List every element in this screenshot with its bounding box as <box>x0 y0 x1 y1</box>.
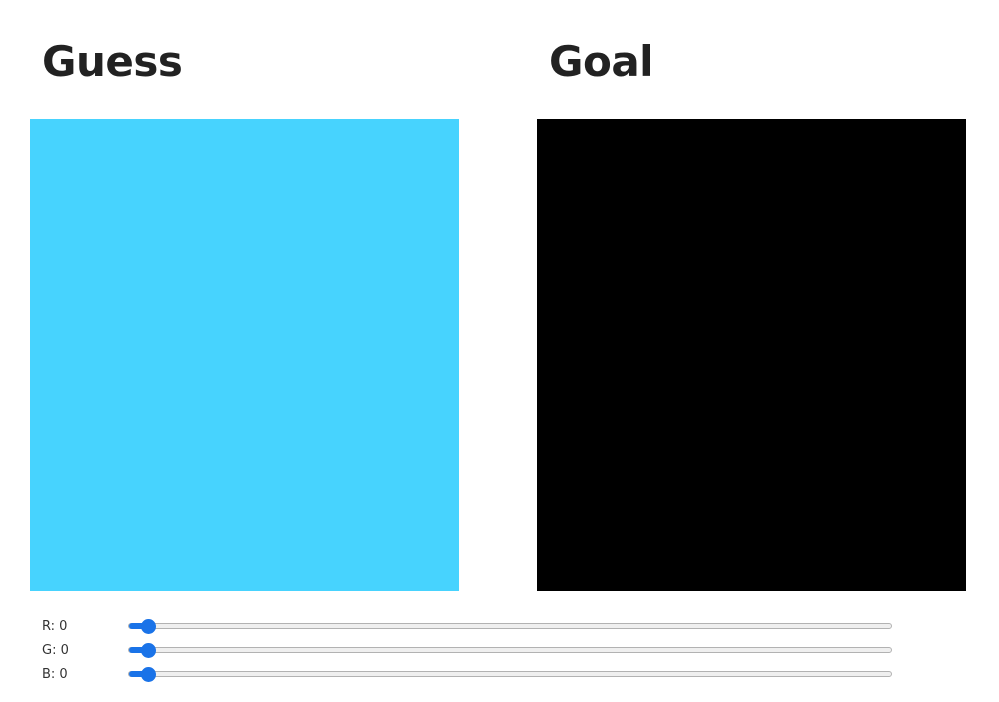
red-slider-label: R: 0 <box>42 619 68 634</box>
blue-slider-fill <box>129 671 148 677</box>
green-slider-row: G: 0 <box>42 642 894 662</box>
goal-title: Goal <box>549 37 654 86</box>
blue-slider-row: B: 0 <box>42 666 894 686</box>
guess-title: Guess <box>42 37 183 86</box>
green-slider[interactable] <box>128 643 892 658</box>
red-slider[interactable] <box>128 619 892 634</box>
blue-slider-thumb[interactable] <box>141 667 156 682</box>
blue-slider-label: B: 0 <box>42 667 68 682</box>
green-slider-fill <box>129 647 148 653</box>
red-slider-thumb[interactable] <box>141 619 156 634</box>
blue-slider[interactable] <box>128 667 892 682</box>
green-slider-label: G: 0 <box>42 643 69 658</box>
red-slider-fill <box>129 623 148 629</box>
red-slider-row: R: 0 <box>42 618 894 638</box>
guess-color-swatch <box>30 119 459 591</box>
goal-color-swatch <box>537 119 966 591</box>
green-slider-thumb[interactable] <box>141 643 156 658</box>
